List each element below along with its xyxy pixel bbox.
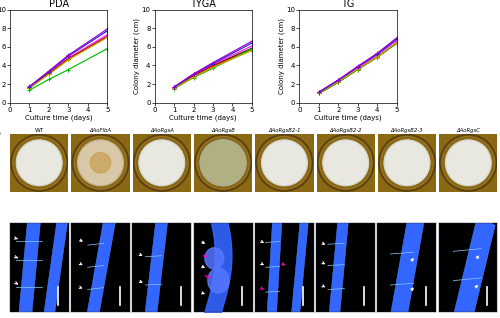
Title: ΔAoRgsB2-1: ΔAoRgsB2-1 bbox=[268, 128, 300, 133]
Circle shape bbox=[11, 135, 68, 191]
Polygon shape bbox=[390, 214, 424, 318]
Circle shape bbox=[136, 136, 188, 189]
Title: TG: TG bbox=[342, 0, 354, 9]
Circle shape bbox=[72, 135, 129, 191]
Ellipse shape bbox=[208, 268, 229, 293]
Polygon shape bbox=[328, 214, 349, 318]
Circle shape bbox=[318, 135, 374, 191]
Circle shape bbox=[323, 140, 368, 186]
Title: ΔAoRgsB: ΔAoRgsB bbox=[211, 128, 235, 133]
Y-axis label: Colony diameter (cm): Colony diameter (cm) bbox=[134, 18, 140, 94]
Circle shape bbox=[200, 140, 246, 186]
Title: ΔAoRgsB2-3: ΔAoRgsB2-3 bbox=[391, 128, 424, 133]
X-axis label: Culture time (days): Culture time (days) bbox=[170, 114, 237, 121]
Title: ΔAoRgsA: ΔAoRgsA bbox=[150, 128, 174, 133]
Title: WT: WT bbox=[34, 128, 44, 133]
Text: b: b bbox=[0, 127, 2, 140]
Circle shape bbox=[378, 135, 436, 191]
Title: ΔAoRgsC: ΔAoRgsC bbox=[456, 128, 480, 133]
Circle shape bbox=[320, 136, 372, 189]
Circle shape bbox=[16, 140, 62, 186]
Circle shape bbox=[78, 140, 124, 186]
Polygon shape bbox=[144, 214, 168, 318]
Circle shape bbox=[384, 140, 430, 186]
Title: ΔAoRgsB2-2: ΔAoRgsB2-2 bbox=[330, 128, 362, 133]
Circle shape bbox=[262, 140, 307, 186]
Title: ΔAoFlbA: ΔAoFlbA bbox=[90, 128, 112, 133]
Polygon shape bbox=[18, 214, 41, 318]
Polygon shape bbox=[86, 215, 116, 318]
Circle shape bbox=[446, 140, 491, 186]
Circle shape bbox=[380, 136, 434, 189]
Circle shape bbox=[258, 136, 310, 189]
Circle shape bbox=[74, 136, 127, 189]
Circle shape bbox=[90, 153, 110, 173]
Polygon shape bbox=[43, 215, 68, 318]
X-axis label: Culture time (days): Culture time (days) bbox=[314, 114, 382, 121]
Circle shape bbox=[442, 136, 494, 189]
Circle shape bbox=[139, 140, 184, 186]
X-axis label: Culture time (days): Culture time (days) bbox=[25, 114, 92, 121]
Title: TYGA: TYGA bbox=[190, 0, 216, 9]
Polygon shape bbox=[266, 214, 282, 318]
Circle shape bbox=[195, 135, 252, 191]
Y-axis label: Colony diameter (cm): Colony diameter (cm) bbox=[278, 18, 285, 94]
Circle shape bbox=[13, 136, 66, 189]
Legend: WT, ΔAoFlbA, ΔAoRgsA, ΔAoRgsB, ΔAoRgsB2-1, ΔAoRgsB2-2, ΔAoRgsB2-3, ΔAoRgsC: WT, ΔAoFlbA, ΔAoRgsA, ΔAoRgsB, ΔAoRgsB2-… bbox=[445, 24, 500, 88]
Circle shape bbox=[197, 136, 250, 189]
Circle shape bbox=[200, 140, 246, 186]
Circle shape bbox=[134, 135, 190, 191]
Ellipse shape bbox=[205, 248, 224, 269]
Circle shape bbox=[440, 135, 496, 191]
Polygon shape bbox=[291, 214, 309, 318]
Polygon shape bbox=[454, 216, 495, 318]
Title: PDA: PDA bbox=[48, 0, 68, 9]
Circle shape bbox=[256, 135, 312, 191]
